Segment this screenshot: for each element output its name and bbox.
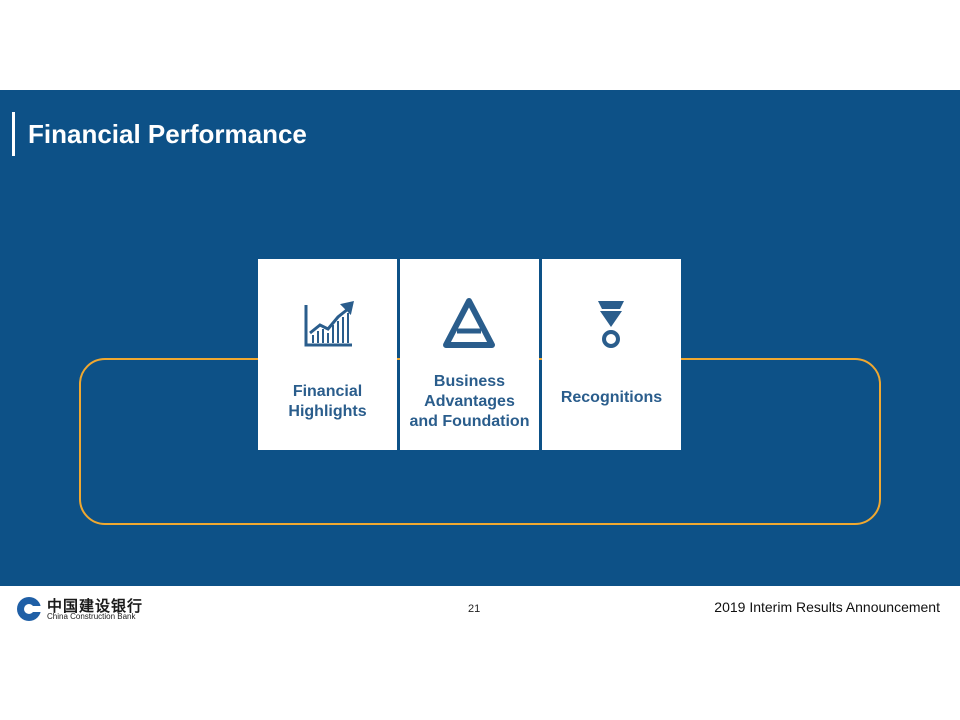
- medal-icon: [542, 295, 681, 351]
- card-label: Recognitions: [560, 389, 663, 406]
- triangle-letter-a-icon: [400, 295, 539, 351]
- card-label: Financial Highlights: [288, 383, 367, 420]
- ccb-logo: 中国建设银行 China Construction Bank: [15, 595, 215, 625]
- card-recognitions[interactable]: Recognitions: [542, 259, 681, 450]
- card-label: Business Advantages and Foundation: [409, 373, 530, 430]
- page-title: Financial Performance: [28, 119, 307, 149]
- logo-english-name: China Construction Bank: [47, 612, 136, 621]
- card-business-advantages[interactable]: Business Advantages and Foundation: [400, 259, 539, 450]
- page-number: 21: [468, 603, 481, 615]
- card-financial-highlights[interactable]: Financial Highlights: [258, 259, 397, 450]
- footer-announcement: 2019 Interim Results Announcement: [714, 599, 940, 615]
- title-accent-bar: [12, 112, 15, 156]
- growth-chart-icon: [258, 295, 397, 351]
- ccb-logo-mark-icon: [17, 597, 43, 621]
- logo-chinese-name: 中国建设银行: [47, 598, 144, 615]
